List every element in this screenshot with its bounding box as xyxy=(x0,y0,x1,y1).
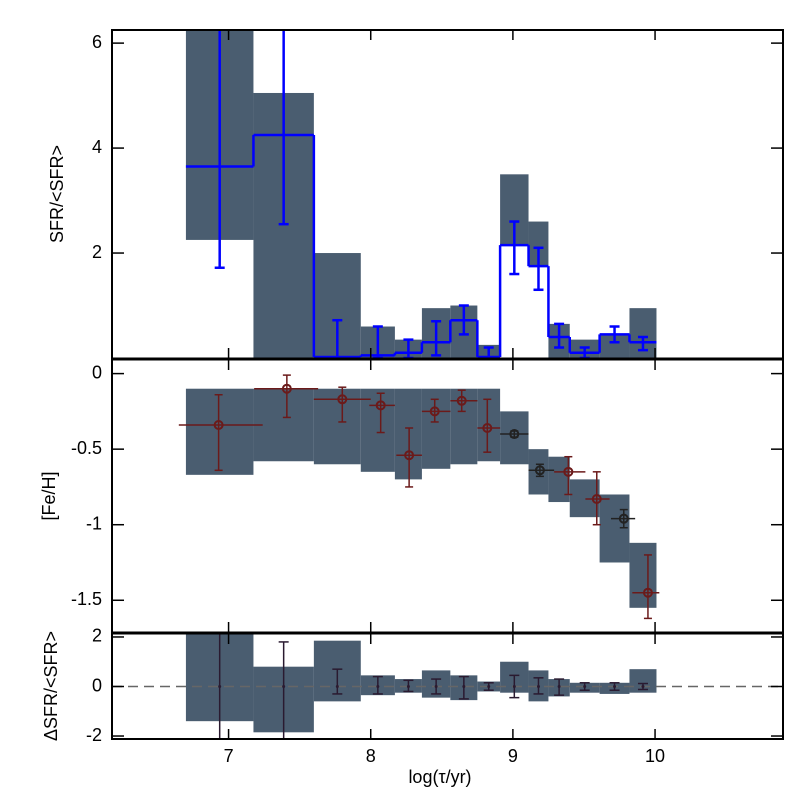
data-point xyxy=(404,450,415,461)
uncertainty-band xyxy=(528,221,549,267)
sfr-panel xyxy=(185,30,657,358)
metallicity-panel xyxy=(178,374,660,620)
data-point xyxy=(213,419,224,430)
data-point xyxy=(429,406,440,417)
uncertainty-band xyxy=(569,479,600,518)
x-tick-label: 10 xyxy=(645,746,665,766)
y-tick-label: -1.5 xyxy=(71,589,102,609)
x-tick-label: 7 xyxy=(224,746,234,766)
uncertainty-band xyxy=(360,388,395,472)
y-axis-label: ΔSFR/<SFR> xyxy=(41,631,61,741)
data-point xyxy=(337,394,348,405)
uncertainty-band xyxy=(313,388,361,465)
y-axis-label: SFR/<SFR> xyxy=(47,145,67,243)
y-tick-label: 0 xyxy=(92,362,102,382)
data-point xyxy=(563,466,574,477)
y-axis-label: [Fe/H] xyxy=(39,471,59,520)
uncertainty-band xyxy=(421,388,451,469)
frame xyxy=(111,29,784,740)
axes: SFR/<SFR> [Fe/H] ΔSFR/<SFR> log(τ/yr) 2 4… xyxy=(39,29,784,787)
data-point xyxy=(482,423,493,433)
uncertainty-band xyxy=(253,388,314,462)
data-point xyxy=(456,395,467,406)
y-tick-label: 4 xyxy=(92,137,102,157)
residual-panel xyxy=(112,634,783,739)
data-point xyxy=(509,429,520,440)
uncertainty-band xyxy=(528,449,549,495)
y-tick-label: -1 xyxy=(86,513,102,533)
uncertainty-band xyxy=(599,494,630,563)
data-point xyxy=(591,494,602,505)
y-tick-label: 6 xyxy=(92,32,102,52)
uncertainty-band xyxy=(629,542,657,608)
uncertainty-band xyxy=(548,456,570,503)
y-tick-label: -0.5 xyxy=(71,438,102,458)
uncertainty-band xyxy=(185,388,254,475)
data-point xyxy=(375,400,386,411)
uncertainty-band xyxy=(450,388,478,465)
x-axis-label: log(τ/yr) xyxy=(408,767,471,787)
data-point xyxy=(618,513,629,524)
y-tick-label: 2 xyxy=(92,626,102,646)
y-tick-label: 0 xyxy=(92,675,102,695)
x-tick-label: 9 xyxy=(508,746,518,766)
y-tick-label: -2 xyxy=(86,725,102,745)
x-tick-label: 8 xyxy=(366,746,376,766)
y-tick-label: 2 xyxy=(92,242,102,262)
data-point xyxy=(534,465,545,476)
data-point xyxy=(642,587,653,598)
data-point xyxy=(281,383,292,394)
uncertainty-band xyxy=(599,334,630,358)
